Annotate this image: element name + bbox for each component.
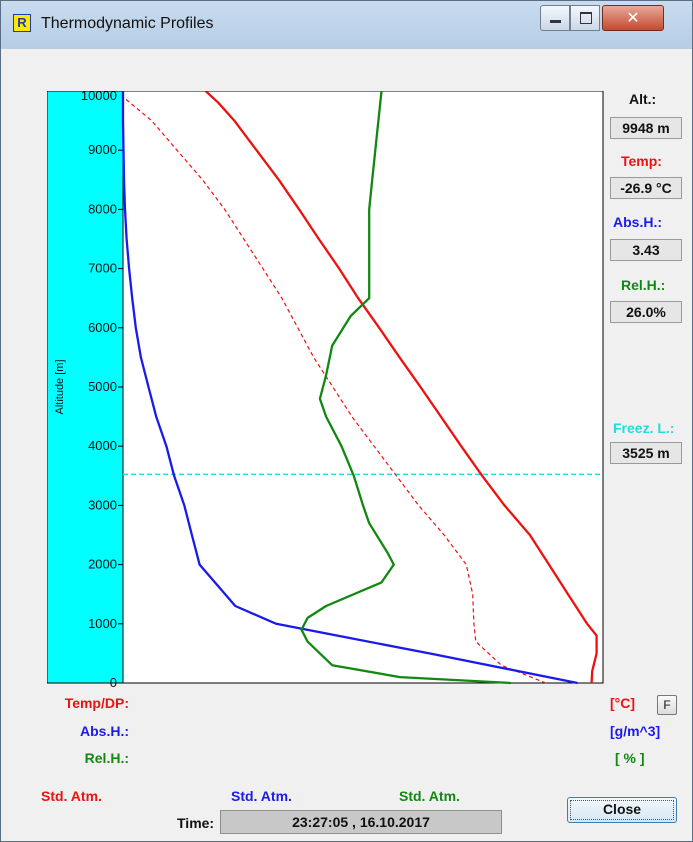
temp-axis-unit: [°C] [610, 695, 636, 711]
rel-axis-label: Rel.H.: [84, 750, 129, 766]
profile-chart: 0 1000 2000 3000 4000 5000 6000 7000 8000 9000 100… [47, 91, 682, 687]
altitude-label: Alt.: [629, 91, 657, 107]
y-tick-label: 7000 [88, 261, 117, 276]
temp-value: -26.9 °C [610, 177, 682, 199]
y-tick-label: 0 [110, 675, 117, 687]
std-atm-rel-button[interactable]: Std. Atm. [399, 788, 460, 804]
abs-axis-label: Abs.H.: [80, 723, 129, 739]
title-bar[interactable]: R Thermodynamic Profiles ✕ [1, 1, 692, 49]
y-tick-label: 6000 [88, 320, 117, 335]
close-button[interactable]: Close [567, 797, 677, 823]
time-value: 23:27:05 , 16.10.2017 [220, 810, 502, 834]
window-title: Thermodynamic Profiles [41, 15, 214, 32]
y-axis-band [47, 91, 124, 684]
maximize-icon [580, 12, 592, 24]
minimize-icon [550, 20, 561, 23]
altitude-value: 9948 m [610, 117, 682, 139]
window-close-button[interactable]: ✕ [602, 5, 664, 31]
y-tick-label: 1000 [88, 616, 117, 631]
dewpoint-line [122, 96, 547, 684]
rel-humidity-value: 26.0% [610, 301, 682, 323]
y-tick-label: 9000 [88, 142, 117, 157]
freezing-level-label: Freez. L.: [613, 420, 675, 436]
y-tick-label: 5000 [88, 379, 117, 394]
freezing-level-value: 3525 m [610, 442, 682, 464]
rel-axis-unit: [ % ] [615, 750, 645, 766]
rel-humidity-label: Rel.H.: [621, 277, 666, 293]
y-tick-label: 2000 [88, 557, 117, 572]
std-atm-temp-button[interactable]: Std. Atm. [41, 788, 102, 804]
rel-humidity-line [300, 91, 511, 685]
app-logo-icon: R [13, 14, 31, 32]
temp-axis-label: Temp/DP: [64, 695, 129, 711]
time-label: Time: [177, 815, 215, 831]
unit-toggle-button[interactable]: F [657, 695, 677, 715]
close-icon: ✕ [626, 8, 640, 27]
maximize-button[interactable] [570, 5, 600, 31]
y-tick-label: 4000 [88, 438, 117, 453]
y-tick-label: 10000 [81, 91, 117, 103]
minimize-button[interactable] [540, 5, 570, 31]
y-tick-label: 3000 [88, 497, 117, 512]
std-atm-abs-button[interactable]: Std. Atm. [231, 788, 292, 804]
y-axis-label: Altitude [m] [54, 359, 66, 414]
temperature-line [204, 91, 598, 684]
temp-label: Temp: [621, 153, 662, 169]
abs-humidity-label: Abs.H.: [613, 214, 662, 230]
plot-area [122, 91, 604, 684]
profile-chart-svg: 0 1000 2000 3000 4000 5000 6000 7000 8000 9000 100… [47, 91, 604, 687]
abs-humidity-value: 3.43 [610, 239, 682, 261]
abs-humidity-line [121, 91, 578, 685]
abs-axis-unit: [g/m^3] [610, 723, 661, 739]
y-tick-label: 8000 [88, 201, 117, 216]
